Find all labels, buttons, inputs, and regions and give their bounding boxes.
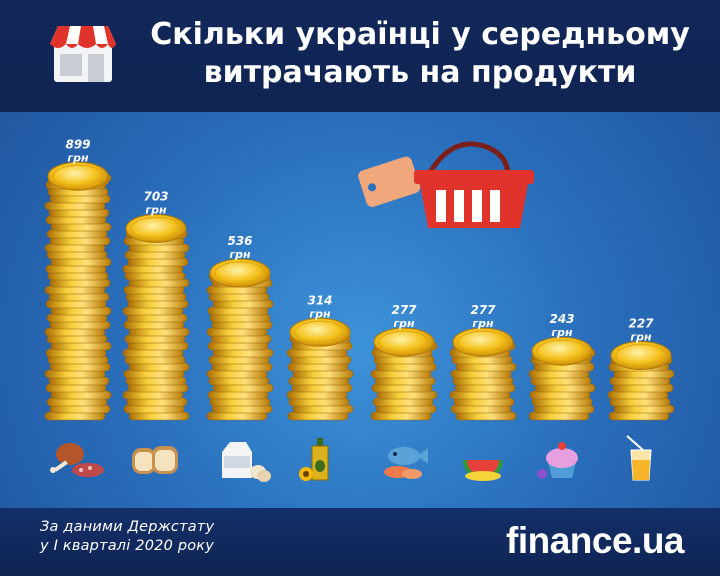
value-label: 536 xyxy=(227,234,252,248)
value-label: 899 xyxy=(65,137,90,151)
unit-label: грн xyxy=(145,204,167,217)
coin-stack-bar xyxy=(528,336,596,421)
unit-label: грн xyxy=(67,151,89,164)
coin-stack-bar xyxy=(370,327,438,421)
coin-stack-bar xyxy=(286,317,354,421)
oil-icon xyxy=(299,438,329,481)
drink-icon xyxy=(626,435,652,481)
header xyxy=(0,0,720,112)
footer xyxy=(0,508,720,576)
meat-icon xyxy=(50,443,104,477)
value-label: 277 xyxy=(391,303,417,317)
basket-icon xyxy=(358,141,534,228)
unit-label: грн xyxy=(630,330,652,343)
title-line-2: витрачають на продукти xyxy=(203,55,637,90)
value-label: 277 xyxy=(470,303,496,317)
coin-stack-bar xyxy=(607,340,675,421)
bread-icon xyxy=(132,446,178,474)
fish-icon xyxy=(384,447,428,479)
unit-label: грн xyxy=(472,317,494,330)
value-label: 243 xyxy=(549,312,574,326)
source-note: За даними Держстату у I кварталі 2020 ро… xyxy=(40,518,214,556)
unit-label: грн xyxy=(551,326,573,339)
value-label: 703 xyxy=(143,190,168,204)
coin-stack-bar xyxy=(206,258,274,421)
sweets-icon xyxy=(537,442,578,479)
page-title: Скільки українці у середньому витрачають… xyxy=(140,16,700,92)
coin-stack-bar xyxy=(449,327,517,421)
unit-label: грн xyxy=(229,248,251,261)
coin-stack-bar xyxy=(44,161,112,421)
shop-icon xyxy=(50,26,116,82)
source-line-1: За даними Держстату xyxy=(40,519,215,535)
value-label: 314 xyxy=(307,293,332,307)
unit-label: грн xyxy=(309,307,331,320)
coin-stack-bar xyxy=(122,214,190,421)
brand-logo: finance.ua xyxy=(506,520,685,561)
unit-label: грн xyxy=(393,317,415,330)
source-line-2: у I кварталі 2020 року xyxy=(40,538,215,554)
milk-icon xyxy=(222,442,271,482)
value-label: 227 xyxy=(628,316,654,330)
title-line-1: Скільки українці у середньому xyxy=(150,17,690,52)
fruit-icon xyxy=(463,460,503,481)
